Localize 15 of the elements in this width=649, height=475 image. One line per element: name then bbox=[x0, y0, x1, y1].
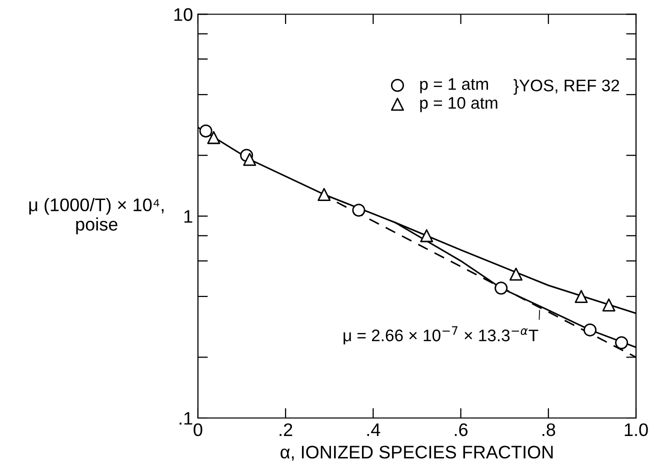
y-axis-title: μ (1000/T) × 10⁴, poise bbox=[29, 198, 164, 234]
annotation: μ = 2.66 × 10$^{−7}$ × 13.3$^{−α}$T bbox=[344, 326, 538, 344]
x-tick-label: 0 bbox=[194, 423, 202, 436]
annotation: }YOS, REF 32 bbox=[514, 79, 620, 95]
y-tick-label: .1 bbox=[180, 412, 192, 425]
x-axis-title: α, IONIZED SPECIES FRACTION bbox=[280, 446, 553, 461]
y-tick-label: 10 bbox=[174, 8, 192, 21]
legend-label: p = 1 atm bbox=[420, 78, 488, 94]
x-tick-label: .8 bbox=[542, 423, 556, 436]
x-tick-label: .4 bbox=[367, 424, 380, 436]
y-tick-label: 1 bbox=[184, 210, 192, 223]
legend-label: p = 10 atm bbox=[420, 97, 498, 112]
x-tick-label: .6 bbox=[454, 423, 468, 436]
x-tick-label: .2 bbox=[280, 423, 292, 436]
x-tick-label: 1.0 bbox=[624, 423, 648, 436]
